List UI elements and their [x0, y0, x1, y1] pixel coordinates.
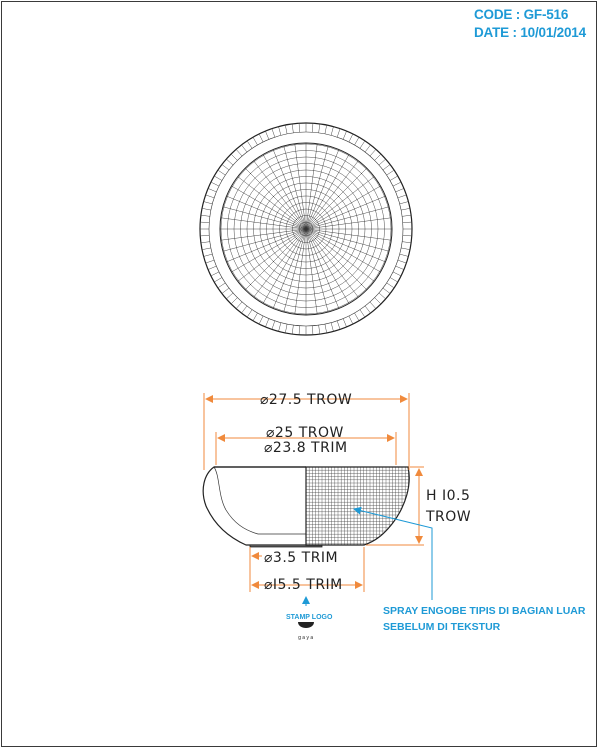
dim-foot-inner: ⌀3.5 TRIM	[264, 550, 338, 566]
spray-leader	[353, 506, 433, 600]
texture-radial-grid	[220, 143, 392, 315]
foot-ring	[249, 545, 323, 548]
dimension-lines	[203, 393, 424, 592]
rim-tick-marks	[200, 123, 412, 335]
date-label: DATE : 10/01/2014	[474, 25, 586, 40]
brand-mark: gaya	[298, 635, 314, 641]
bowl-profile-inner	[213, 466, 306, 535]
dim-height-unit: TROW	[425, 509, 471, 525]
bowl-profile-outer	[202, 466, 306, 546]
code-label: CODE : GF-516	[474, 7, 569, 22]
textured-half-outline	[305, 466, 410, 546]
stamp-logo-icon	[298, 622, 314, 628]
dim-foot-outer: ⌀I5.5 TRIM	[264, 577, 343, 593]
spray-note-line2: SEBELUM DI TEKSTUR	[383, 621, 501, 633]
side-view	[202, 466, 410, 548]
dim-mid-diameter: ⌀25 TROW	[266, 425, 344, 441]
dim-height-value: H I0.5	[426, 488, 470, 504]
top-view	[199, 122, 413, 336]
stamp-logo: STAMP LOGO gaya	[286, 596, 333, 641]
dim-rim-diameter: ⌀23.8 TRIM	[264, 440, 348, 456]
title-block: CODE : GF-516 DATE : 10/01/2014	[474, 6, 586, 42]
stamp-logo-label: STAMP LOGO	[286, 614, 333, 621]
textured-half	[306, 467, 410, 545]
dim-outer-diameter: ⌀27.5 TROW	[260, 392, 352, 408]
spray-note-line1: SPRAY ENGOBE TIPIS DI BAGIAN LUAR	[383, 605, 586, 617]
